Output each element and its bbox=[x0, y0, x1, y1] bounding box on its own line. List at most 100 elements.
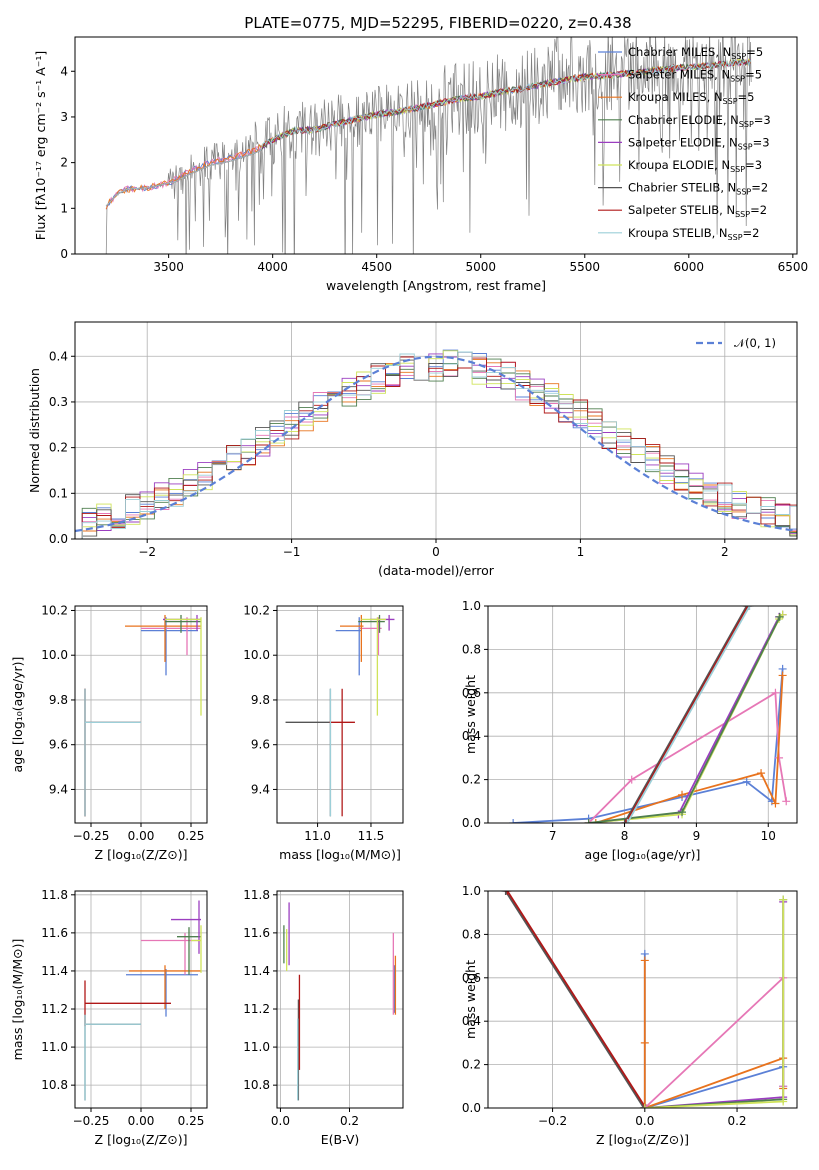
y-tick-label: 0.8 bbox=[462, 642, 481, 656]
panel-residuals: −2 −1 0 1 2 0.0 0.1 0.2 0.3 0.4 (data-model)/error… bbox=[27, 321, 798, 578]
weight-marker bbox=[745, 606, 754, 610]
data-point bbox=[84, 688, 141, 817]
x-tick-label: −0.2 bbox=[538, 1114, 567, 1128]
data-point bbox=[165, 617, 202, 716]
data-point bbox=[329, 688, 355, 817]
weight-marker bbox=[757, 769, 766, 778]
x-tick-label: 0.00 bbox=[128, 829, 155, 843]
x-tick-label: 0.2 bbox=[727, 1114, 746, 1128]
panel-mass-vs-ebv: 0.0 0.2 10.8 11.0 11.2 11.4 11.6 11.8 E(B-V) bbox=[243, 888, 404, 1147]
data-point bbox=[141, 617, 198, 676]
axes-frame bbox=[74, 36, 798, 255]
weight-marker bbox=[584, 819, 593, 823]
y-tick-label: 10.0 bbox=[41, 648, 68, 662]
weight-marker bbox=[641, 1104, 650, 1108]
y-axis-label: mass weight bbox=[463, 960, 478, 1039]
y-tick-label: 0.8 bbox=[462, 927, 481, 941]
weight-marker bbox=[778, 671, 787, 680]
y-axis-label: mass [log₁₀(M/M⊙)] bbox=[10, 939, 25, 1061]
legend-label: Salpeter ELODIE, NSSP=3 bbox=[628, 135, 770, 151]
y-tick-label: 0.1 bbox=[49, 486, 68, 500]
x-tick-label: 0.25 bbox=[178, 1114, 205, 1128]
y-tick-label: 11.8 bbox=[41, 888, 68, 902]
y-tick-label: 9.6 bbox=[49, 738, 68, 752]
data-point bbox=[177, 927, 201, 975]
y-tick-label: 0.0 bbox=[49, 532, 68, 546]
x-tick-label: 0.00 bbox=[128, 1114, 155, 1128]
y-tick-label: 0.2 bbox=[462, 1058, 481, 1072]
legend-label: Kroupa ELODIE, NSSP=3 bbox=[628, 158, 762, 174]
panel-age-vs-mass: 11.0 11.5 9.4 9.6 9.8 10.0 10.2 mass [log₁₀(M/M… bbox=[243, 603, 404, 862]
data-point bbox=[129, 965, 201, 1010]
x-tick-label: 4500 bbox=[361, 260, 392, 274]
y-tick-label: 11.0 bbox=[243, 1040, 270, 1054]
weight-marker bbox=[678, 808, 687, 817]
y-tick-label: 0.4 bbox=[49, 349, 68, 363]
x-tick-label: 0.0 bbox=[635, 1114, 654, 1128]
data-point bbox=[165, 614, 201, 633]
weight-line bbox=[644, 901, 785, 1108]
x-tick-label: 6000 bbox=[674, 260, 705, 274]
x-tick-label: −0.25 bbox=[73, 829, 110, 843]
y-tick-label: 11.6 bbox=[243, 926, 270, 940]
weight-marker bbox=[782, 797, 791, 806]
x-tick-label: 5000 bbox=[465, 260, 496, 274]
y-tick-label: 11.4 bbox=[243, 964, 270, 978]
y-tick-label: 0.4 bbox=[462, 1014, 481, 1028]
plot-area bbox=[285, 614, 395, 817]
weight-marker bbox=[591, 819, 600, 823]
weight-marker bbox=[779, 1097, 788, 1106]
weight-line bbox=[626, 606, 751, 823]
legend-label: Chabrier MILES, NSSP=5 bbox=[628, 45, 763, 61]
residual-histogram bbox=[75, 349, 797, 539]
x-axis-label: mass [log₁₀(M/M⊙)] bbox=[279, 847, 401, 862]
x-tick-label: −2 bbox=[138, 545, 156, 559]
x-axis-label: age [log₁₀(age/yr)] bbox=[585, 847, 701, 862]
data-point bbox=[84, 688, 141, 817]
x-tick-label: 0.25 bbox=[178, 829, 205, 843]
residual-histogram bbox=[75, 350, 797, 539]
weight-line bbox=[644, 975, 785, 1108]
weight-line bbox=[625, 606, 749, 823]
y-tick-label: 11.2 bbox=[243, 1002, 270, 1016]
x-axis-label: Z [log₁₀(Z/Z⊙)] bbox=[95, 1132, 188, 1147]
residual-histogram bbox=[75, 356, 797, 539]
x-tick-label: 2 bbox=[721, 545, 729, 559]
plot-area bbox=[501, 891, 788, 1108]
data-point bbox=[335, 617, 362, 676]
data-point bbox=[361, 617, 386, 716]
x-tick-label: 1 bbox=[577, 545, 585, 559]
y-tick-label: 0.2 bbox=[49, 441, 68, 455]
weight-line bbox=[506, 891, 647, 1108]
x-axis-label: E(B-V) bbox=[321, 1132, 360, 1147]
y-tick-label: 9.4 bbox=[49, 782, 68, 796]
residual-histogram bbox=[75, 351, 797, 539]
x-tick-label: 11.0 bbox=[304, 829, 331, 843]
residual-histogram bbox=[75, 351, 797, 539]
x-tick-label: 7 bbox=[549, 829, 557, 843]
data-point bbox=[359, 617, 382, 656]
y-tick-label: 10.0 bbox=[243, 648, 270, 662]
legend-label: Chabrier ELODIE, NSSP=3 bbox=[628, 113, 771, 129]
y-tick-label: 4 bbox=[60, 64, 68, 78]
legend-label: Kroupa MILES, NSSP=5 bbox=[628, 90, 754, 106]
axes-frame bbox=[74, 890, 208, 1109]
legend-label: 𝒩(0, 1) bbox=[734, 336, 776, 350]
y-tick-label: 1.0 bbox=[462, 599, 481, 613]
plot-area bbox=[509, 606, 791, 823]
y-tick-label: 9.6 bbox=[251, 738, 270, 752]
weight-marker bbox=[501, 891, 510, 895]
y-tick-label: 11.2 bbox=[41, 1002, 68, 1016]
x-axis-label: Z [log₁₀(Z/Z⊙)] bbox=[596, 1132, 689, 1147]
y-tick-label: 3 bbox=[60, 110, 68, 124]
weight-marker bbox=[771, 799, 780, 808]
data-point bbox=[285, 688, 332, 817]
figure-title: PLATE=0775, MJD=52295, FIBERID=0220, z=0… bbox=[244, 14, 631, 32]
panel-weight-vs-age: 7 8 9 10 0.0 0.2 0.4 0.6 0.8 1.0 age [log₁₀(age/yr… bbox=[462, 599, 798, 862]
data-point bbox=[84, 1014, 141, 1101]
weight-line bbox=[644, 899, 785, 1108]
y-tick-label: 11.4 bbox=[41, 964, 68, 978]
axes-frame bbox=[487, 605, 798, 824]
residual-histogram bbox=[75, 351, 797, 539]
weight-marker bbox=[779, 895, 788, 904]
